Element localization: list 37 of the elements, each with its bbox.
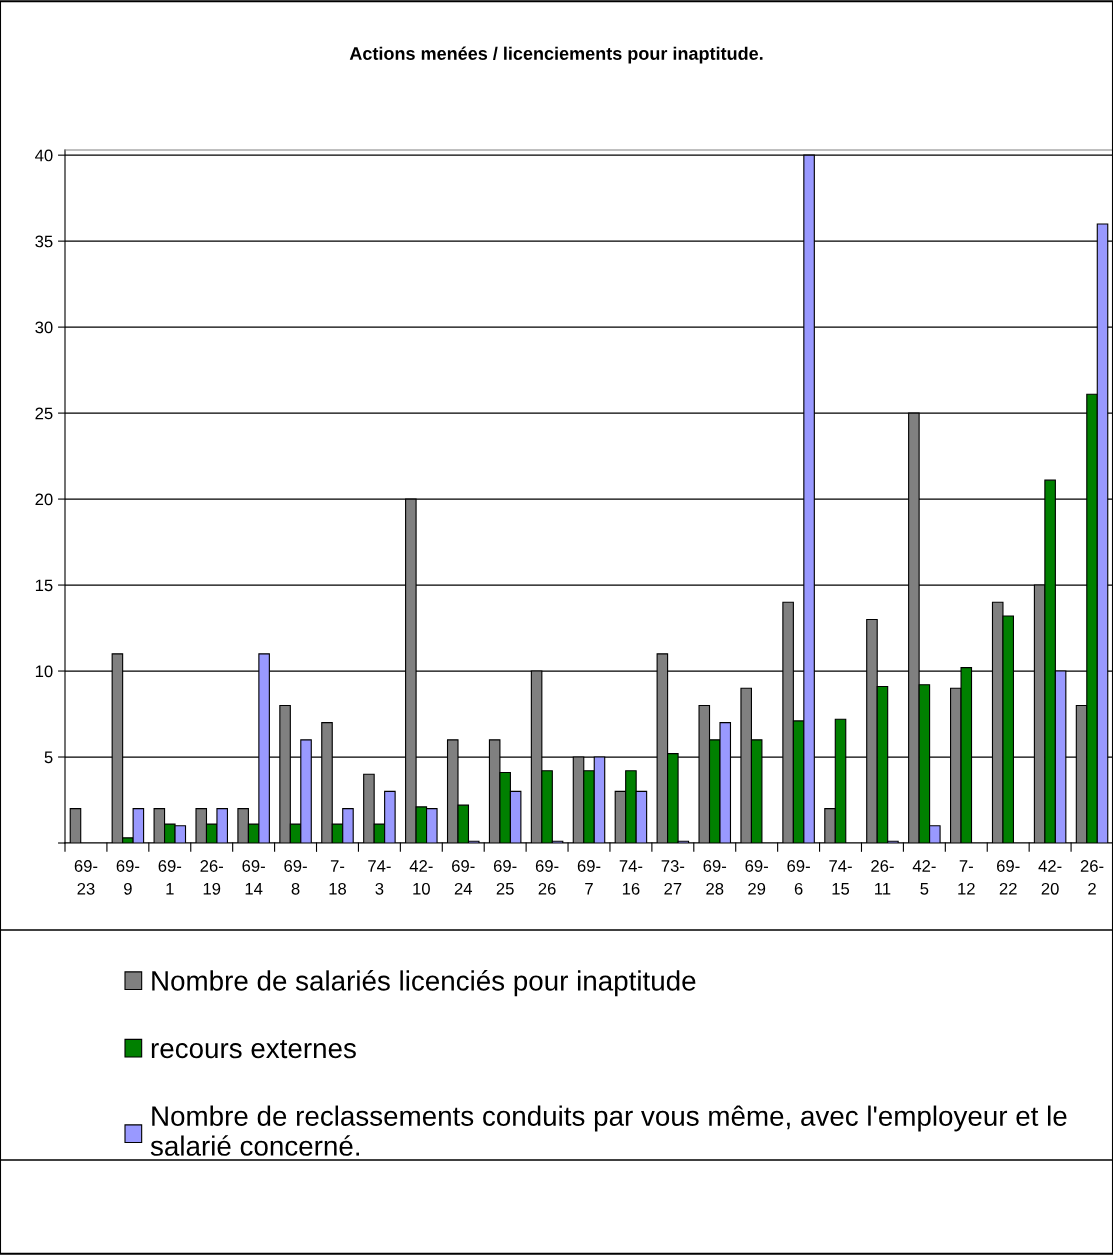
- y-tick-label: 15: [35, 579, 53, 592]
- x-tick-label: 69-7: [577, 860, 601, 895]
- x-tick-label: 69-9: [116, 860, 140, 895]
- x-tick-label: 74-3: [368, 860, 391, 895]
- x-tick-label: 69-29: [745, 860, 768, 895]
- x-tick-label: 69-6: [787, 860, 810, 895]
- x-tick-label: 7-18: [329, 860, 347, 895]
- x-tick-label: 69-1: [158, 860, 182, 895]
- y-tick-label: 30: [35, 321, 53, 334]
- y-tick-label: 25: [35, 407, 53, 420]
- y-tick-label: 10: [35, 665, 53, 678]
- x-tick-label: 69-28: [703, 860, 727, 895]
- x-tick-label: 69-8: [284, 860, 307, 895]
- y-tick-label: 20: [35, 493, 53, 506]
- y-tick-label: 40: [35, 149, 53, 162]
- x-tick-label: 69-24: [452, 860, 475, 895]
- x-tick-label: 74-16: [619, 860, 643, 895]
- x-tick-label: 42-10: [409, 860, 433, 895]
- x-tick-label: 42-5: [912, 860, 936, 895]
- x-tick-label: 26-2: [1080, 860, 1104, 895]
- legend-label: Nombre de reclassements conduits par vous même, avec l'employeur et le salarié concerné.: [150, 1105, 1067, 1156]
- legend-label: Nombre de salariés licenciés pour inaptitude: [152, 970, 696, 997]
- legend-label: recours externes: [151, 1040, 356, 1059]
- x-tick-label: 69-14: [242, 860, 265, 895]
- x-tick-label: 69-26: [535, 860, 559, 895]
- y-tick-label: 5: [44, 751, 53, 764]
- x-tick-label: 26-19: [200, 860, 224, 895]
- x-tick-label: 73-27: [661, 860, 685, 895]
- x-tick-label: 74-15: [829, 860, 852, 895]
- x-tick-label: 69-23: [74, 860, 98, 895]
- x-tick-label: 69-22: [997, 860, 1020, 895]
- x-tick-label: 26-11: [871, 860, 894, 895]
- x-tick-label: 7-12: [958, 860, 975, 895]
- y-tick-label: 35: [35, 235, 53, 248]
- x-tick-label: 42-20: [1038, 860, 1062, 895]
- x-tick-label: 69-25: [493, 860, 517, 895]
- chart-title: Actions menées / licenciements pour inaptitude.: [349, 46, 763, 64]
